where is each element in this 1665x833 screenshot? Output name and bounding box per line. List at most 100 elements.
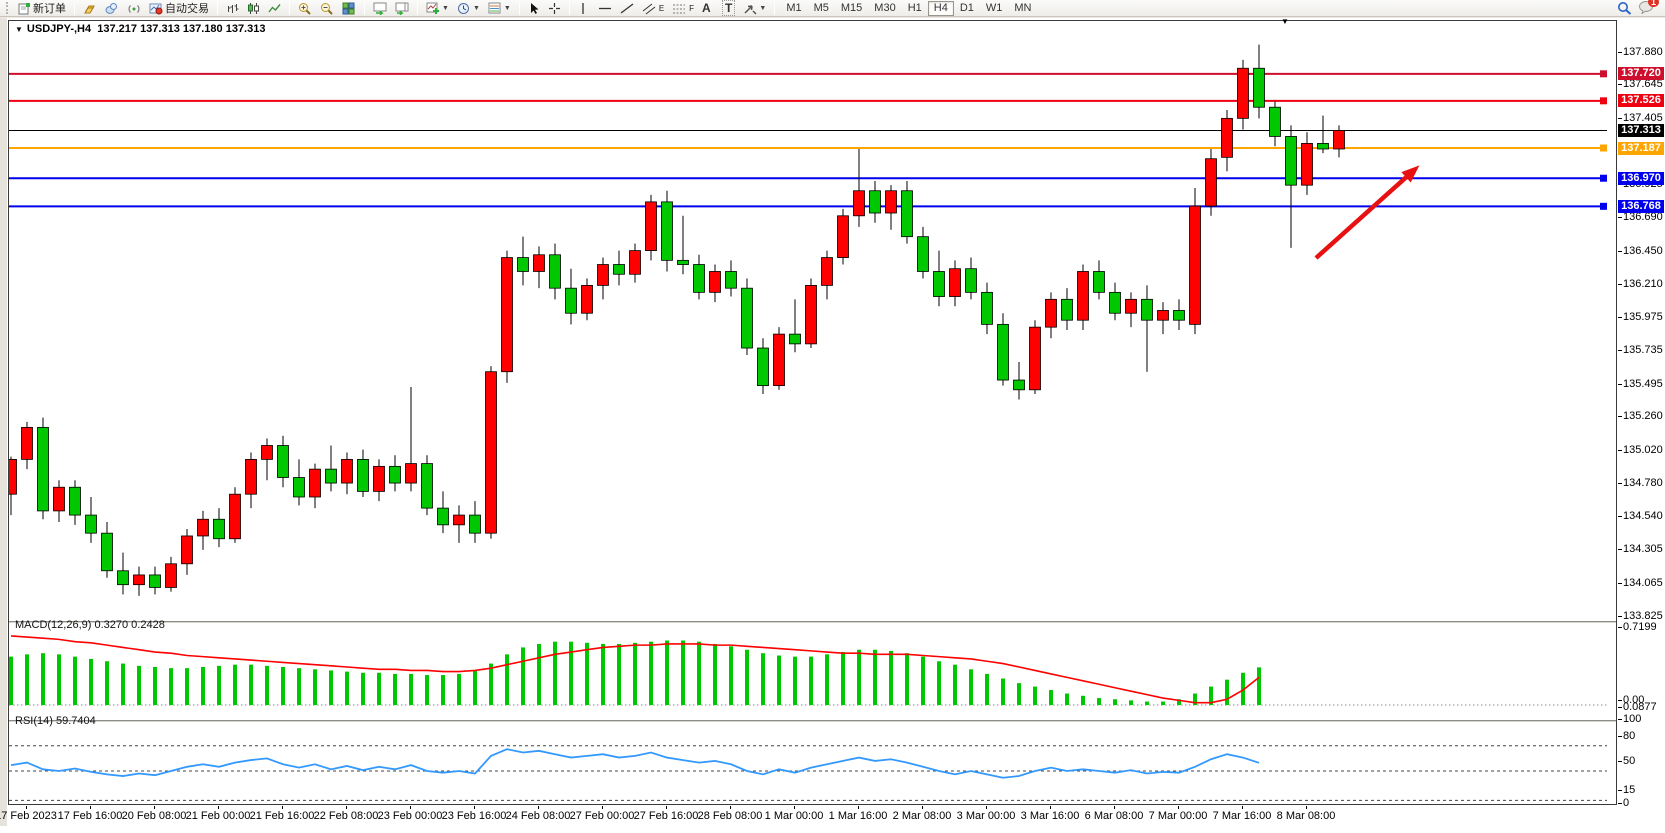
zoom-in-button[interactable]: [295, 1, 315, 16]
price-axis[interactable]: 137.880137.645137.405137.165136.925136.6…: [1617, 20, 1665, 809]
candlestick-chart-button[interactable]: [244, 1, 263, 16]
toolbar-separator: [774, 1, 776, 15]
time-axis-tick: [1050, 806, 1051, 809]
periods-button[interactable]: ▼: [454, 1, 483, 16]
zoom-out-button[interactable]: [317, 1, 337, 16]
collapse-icon[interactable]: ▼: [15, 25, 23, 34]
time-axis-tick: [26, 806, 27, 809]
bar-chart-button[interactable]: [223, 1, 242, 16]
cursor-icon: [530, 2, 539, 14]
time-axis-tick: [602, 806, 603, 809]
line-chart-button[interactable]: [265, 1, 284, 16]
autotrading-icon: [149, 3, 163, 14]
panel-separator[interactable]: [9, 720, 1616, 723]
trend-arrow-annotation[interactable]: [1314, 175, 1408, 260]
time-axis-tick: [90, 806, 91, 809]
time-axis-label: 28 Feb 08:00: [697, 810, 763, 822]
new-order-button[interactable]: 新订单: [15, 1, 69, 16]
chart-shift-marker-icon[interactable]: ▼: [1281, 17, 1289, 26]
time-axis-label: 24 Feb 08:00: [505, 810, 571, 822]
timeframe-m15-button[interactable]: M15: [840, 2, 863, 14]
window-splitter[interactable]: [0, 18, 8, 826]
indicators-button[interactable]: ▼: [423, 1, 452, 16]
trendline-icon: [620, 2, 634, 14]
macd-label: MACD(12,26,9) 0.3270 0.2428: [15, 619, 165, 631]
time-axis[interactable]: 17 Feb 2023 17 Feb 16:00 20 Feb 08:00 21 Fe…: [0, 806, 1617, 826]
price-axis-tick: 137.880: [1618, 45, 1663, 58]
horizontal-line-button[interactable]: [595, 1, 615, 16]
time-axis-label: 27 Feb 16:00: [633, 810, 699, 822]
chart-plot-area[interactable]: ▼ USDJPY-,H4 137.217 137.313 137.180 137.…: [5, 17, 1617, 805]
tile-windows-button[interactable]: [339, 1, 359, 16]
candles: [5, 44, 1345, 596]
line-chart-icon: [268, 3, 281, 12]
price-axis-tick: 133.825: [1618, 610, 1663, 622]
text-button[interactable]: A: [699, 1, 717, 16]
macd-signal-line: [10, 635, 1260, 704]
macd-axis-value: 0.0877: [1618, 701, 1657, 713]
text-label-button[interactable]: T: [719, 0, 738, 16]
signal-button[interactable]: [124, 1, 144, 16]
data-window-button[interactable]: [102, 1, 122, 16]
fibonacci-button[interactable]: F: [669, 1, 697, 16]
channel-letter: E: [658, 3, 665, 13]
timeframe-h1-button[interactable]: H1: [907, 2, 922, 14]
vertical-line-button[interactable]: [575, 1, 593, 16]
rsi-panel[interactable]: [9, 723, 1616, 814]
price-axis-tick: 134.540: [1618, 510, 1663, 523]
time-axis-tick: [538, 806, 539, 809]
tile-windows-icon: [342, 2, 355, 14]
crosshair-button[interactable]: [545, 1, 564, 16]
price-axis-tick: 136.210: [1618, 278, 1663, 290]
timeframe-m5-button[interactable]: M5: [813, 2, 829, 14]
trendline-button[interactable]: [617, 1, 637, 16]
time-axis-label: 6 Mar 08:00: [1084, 810, 1144, 822]
timeframe-m1-button[interactable]: M1: [786, 2, 802, 14]
time-axis-tick: [282, 806, 283, 809]
time-axis-tick: [666, 806, 667, 809]
chart-shift-button[interactable]: [392, 1, 412, 16]
fibonacci-icon: [673, 4, 686, 13]
auto-scroll-button[interactable]: [370, 1, 390, 16]
channel-icon: [642, 3, 656, 14]
timeframe-mn-button[interactable]: MN: [1014, 2, 1032, 14]
time-axis-tick: [1178, 806, 1179, 809]
candlestick-plot[interactable]: [5, 21, 1616, 616]
cursor-button[interactable]: [525, 1, 543, 16]
market-watch-icon: [84, 5, 95, 13]
rsi-axis-value: 0: [1617, 797, 1630, 809]
macd-histogram: [9, 640, 1261, 705]
autotrading-button[interactable]: 自动交易: [146, 1, 212, 16]
fibo-letter: F: [689, 3, 695, 13]
timeframe-w1-button[interactable]: W1: [985, 2, 1003, 14]
time-axis-label: 7 Mar 00:00: [1148, 810, 1208, 822]
search-icon[interactable]: [1617, 1, 1632, 15]
timeframe-d1-button[interactable]: D1: [959, 2, 974, 14]
horizontal-lines: [9, 70, 1607, 210]
toolbar-separator: [417, 1, 418, 15]
notification-button[interactable]: 1: [1638, 0, 1659, 17]
price-axis-tick: 135.735: [1618, 344, 1663, 357]
arrow-shape-icon: [744, 4, 757, 15]
zoom-in-icon: [299, 2, 311, 15]
timeframe-m30-button[interactable]: M30: [874, 2, 896, 14]
time-axis-tick: [858, 806, 859, 809]
price-axis-tick: 135.495: [1618, 377, 1663, 390]
time-axis-tick: [730, 806, 731, 809]
macd-axis-value: 0.00: [1617, 694, 1645, 706]
market-watch-button[interactable]: [80, 1, 100, 16]
timeframe-h4-button[interactable]: H4: [927, 0, 954, 16]
panel-separator[interactable]: [9, 621, 1616, 624]
time-axis-label: 21 Feb 16:00: [249, 810, 315, 822]
toolbar-separator: [217, 1, 218, 15]
time-axis-label: 27 Feb 00:00: [569, 810, 635, 822]
macd-panel[interactable]: [9, 624, 1616, 715]
arrows-tool-button[interactable]: ▼: [740, 1, 769, 16]
label-tool-letter: T: [722, 0, 736, 16]
main-toolbar: 新订单 自动交易: [0, 0, 1665, 17]
rsi-axis-value: 80: [1617, 729, 1636, 742]
macd-axis-value: 0.7199: [1618, 621, 1657, 633]
price-line-badge: 137.526: [1618, 94, 1664, 108]
equidistant-channel-button[interactable]: E: [639, 1, 667, 16]
templates-button[interactable]: ▼: [485, 1, 514, 16]
